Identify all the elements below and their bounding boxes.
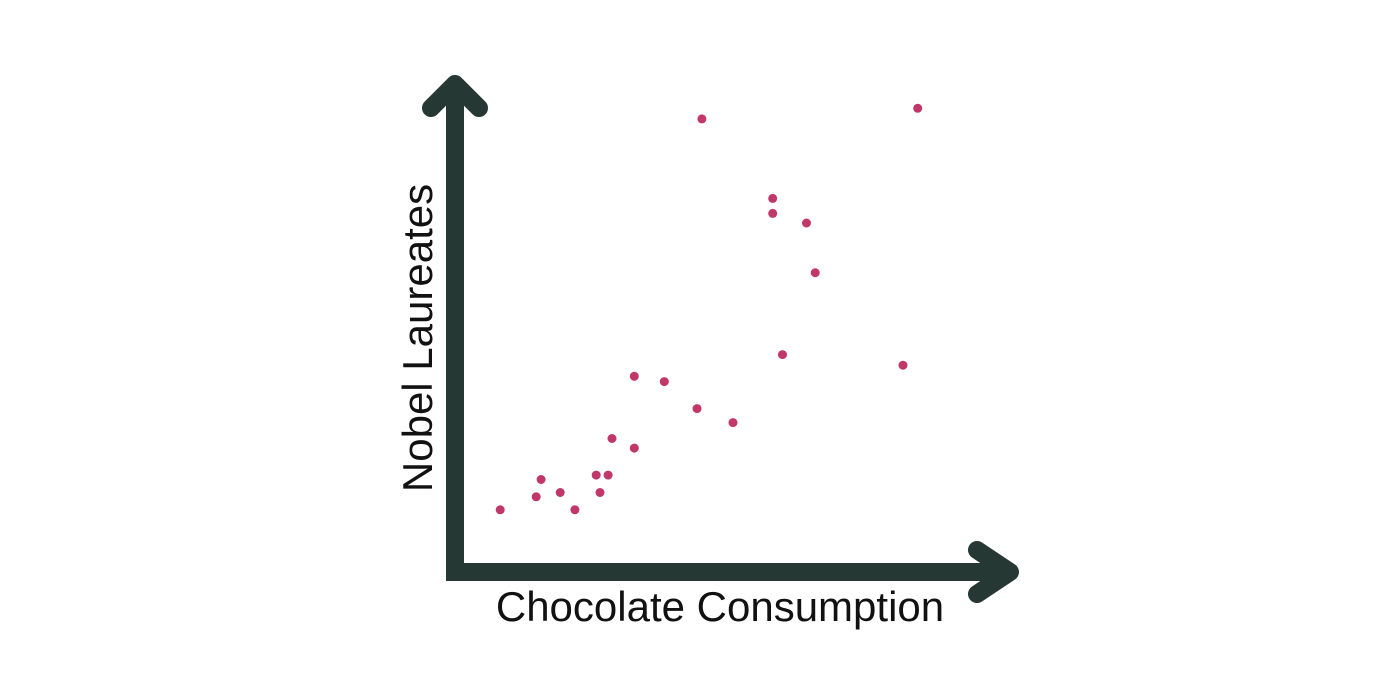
data-point-3 [536,475,546,484]
data-point-15 [728,418,738,428]
y-axis-title: Nobel Laureates [394,184,441,492]
data-point-14 [697,114,707,124]
x-axis-arrowhead [968,541,1019,603]
data-point-1 [495,505,505,515]
data-point-8 [603,470,613,480]
data-point-9 [607,434,617,443]
data-point-4 [555,488,565,497]
data-point-22 [913,103,923,113]
data-point-2 [531,492,541,502]
data-point-6 [591,470,601,480]
data-point-5 [570,505,580,515]
points-layer [495,103,923,515]
x-axis [446,541,1019,603]
y-axis-arrowhead [422,75,488,117]
data-point-13 [692,404,702,414]
data-point-19 [802,218,811,228]
data-point-17 [768,193,778,203]
data-point-12 [659,377,669,387]
data-point-11 [629,371,639,381]
data-point-10 [629,443,639,453]
data-point-7 [595,488,605,497]
data-point-21 [898,360,908,370]
data-point-20 [810,268,820,278]
data-point-16 [768,208,778,218]
y-axis [422,75,488,581]
data-point-18 [778,350,787,360]
x-axis-title: Chocolate Consumption [496,583,944,630]
